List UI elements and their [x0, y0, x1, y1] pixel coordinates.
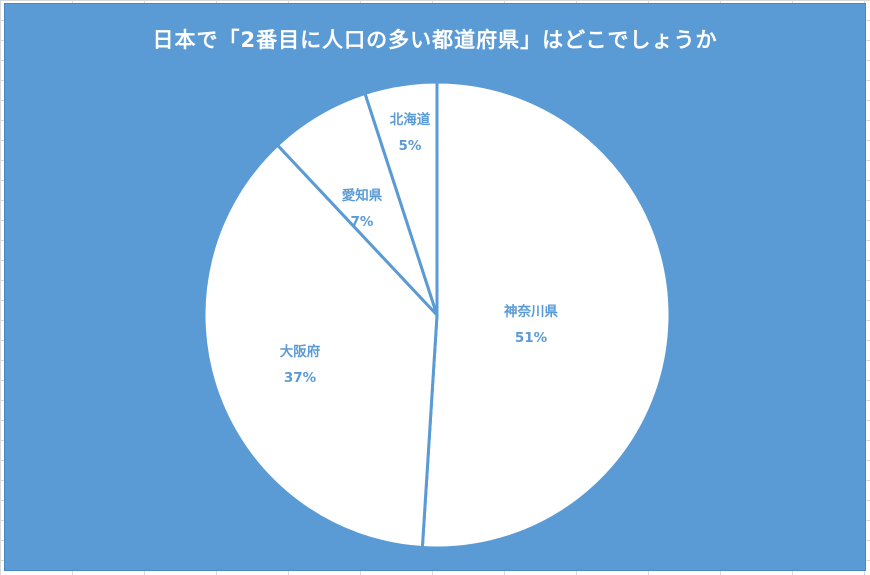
- chart-title: 日本で「2番目に人口の多い都道府県」はどこでしょうか: [152, 28, 718, 52]
- slice-name-label: 大阪府: [280, 343, 321, 360]
- pie-slice-3[interactable]: [276, 91, 439, 317]
- slice-percent-label: 51%: [515, 330, 548, 346]
- slice-name-label: 北海道: [390, 111, 431, 128]
- slice-name-label: 神奈川県: [504, 303, 558, 320]
- pie-slice-1[interactable]: [420, 80, 672, 550]
- slice-percent-label: 7%: [351, 214, 374, 230]
- pie-slice-2[interactable]: [202, 143, 439, 550]
- pie-chart[interactable]: 神奈川県 51% 大阪府 37% 愛知県 7% 北海道 5%: [5, 4, 867, 572]
- slice-percent-label: 37%: [284, 370, 317, 386]
- slice-name-label: 愛知県: [342, 187, 383, 204]
- pie-slice-4[interactable]: [363, 80, 439, 317]
- slice-percent-label: 5%: [399, 138, 422, 154]
- chart-area[interactable]: 日本で「2番目に人口の多い都道府県」はどこでしょうか 神奈川県 51% 大阪府 37%…: [4, 3, 866, 571]
